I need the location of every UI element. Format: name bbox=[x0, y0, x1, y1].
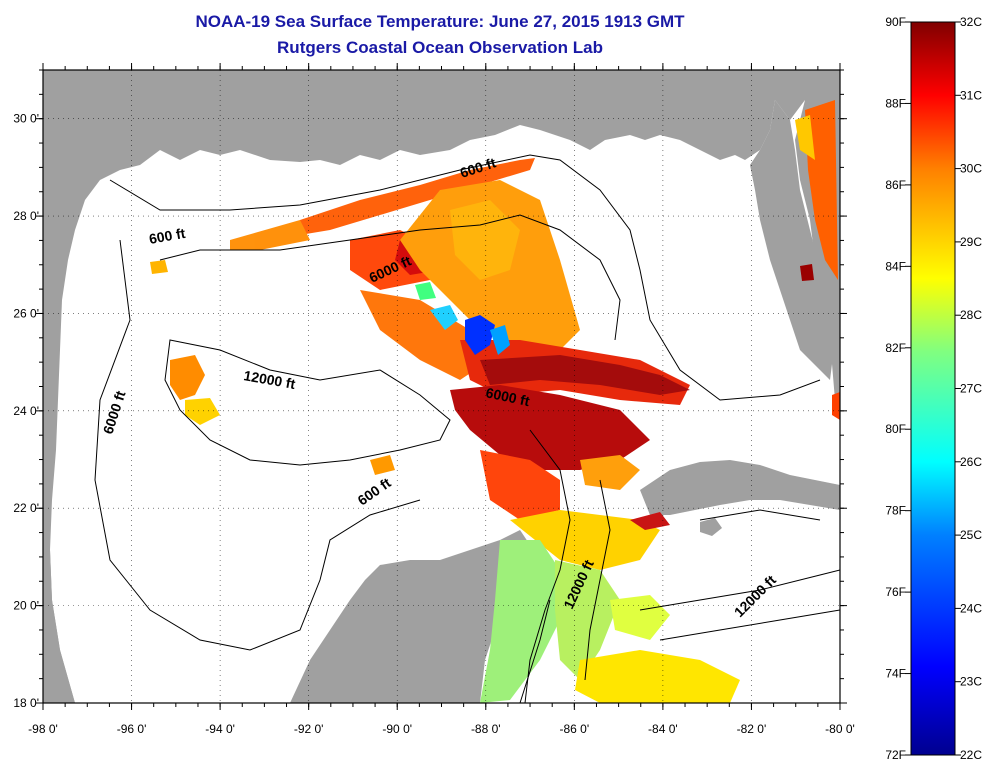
colorbar-label-f: 78F bbox=[885, 504, 906, 518]
lon-tick-label: -92 0' bbox=[294, 722, 324, 736]
land-isla-juventud bbox=[700, 518, 722, 536]
land-cuba bbox=[640, 460, 840, 515]
colorbar-label-f: 82F bbox=[885, 341, 906, 355]
colorbar-label-f: 76F bbox=[885, 585, 906, 599]
lon-tick-label: -80 0' bbox=[825, 722, 855, 736]
lon-tick-label: -94 0' bbox=[205, 722, 235, 736]
land-florida bbox=[750, 100, 835, 380]
lon-tick-label: -84 0' bbox=[648, 722, 678, 736]
colorbar-label-c: 24C bbox=[960, 601, 982, 615]
lon-tick-label: -82 0' bbox=[737, 722, 767, 736]
sst-west-patch bbox=[150, 260, 395, 475]
colorbar-label-c: 25C bbox=[960, 528, 982, 542]
colorbar-label-c: 31C bbox=[960, 88, 982, 102]
colorbar-label-c: 23C bbox=[960, 675, 982, 689]
map-grid bbox=[43, 70, 840, 703]
sst-cold-patches bbox=[415, 282, 510, 355]
lat-tick-label: 20 0' bbox=[13, 599, 39, 613]
sst-florida-strip bbox=[795, 100, 840, 420]
lat-tick-label: 28 0' bbox=[13, 209, 39, 223]
chart-title: NOAA-19 Sea Surface Temperature: June 27… bbox=[195, 12, 685, 31]
lat-tick-label: 18 0' bbox=[13, 696, 39, 710]
lat-tick-label: 22 0' bbox=[13, 501, 39, 515]
lat-tick-label: 30 0' bbox=[13, 112, 39, 126]
land-us-gulf-coast bbox=[43, 70, 840, 703]
lon-tick-label: -96 0' bbox=[117, 722, 147, 736]
colorbar-label-c: 22C bbox=[960, 748, 982, 762]
colorbar-label-f: 72F bbox=[885, 748, 906, 762]
colorbar bbox=[910, 21, 956, 756]
colorbar-label-f: 80F bbox=[885, 422, 906, 436]
contour-label: 600 ft bbox=[148, 225, 187, 247]
lat-tick-label: 24 0' bbox=[13, 404, 39, 418]
colorbar-label-f: 90F bbox=[885, 15, 906, 29]
bathymetry-contours bbox=[94, 154, 840, 703]
sst-swath-south bbox=[480, 510, 740, 703]
sst-cuba-north bbox=[630, 512, 670, 530]
colorbar-label-f: 88F bbox=[885, 96, 906, 110]
lon-tick-label: -86 0' bbox=[560, 722, 590, 736]
land-yucatan bbox=[290, 530, 530, 703]
colorbar-label-c: 30C bbox=[960, 162, 982, 176]
colorbar-label-c: 28C bbox=[960, 308, 982, 322]
lon-tick-label: -88 0' bbox=[471, 722, 501, 736]
colorbar-label-f: 84F bbox=[885, 259, 906, 273]
colorbar-label-f: 74F bbox=[885, 667, 906, 681]
colorbar-label-c: 32C bbox=[960, 15, 982, 29]
colorbar-label-f: 86F bbox=[885, 178, 906, 192]
colorbar-label-c: 29C bbox=[960, 235, 982, 249]
colorbar-label-c: 26C bbox=[960, 455, 982, 469]
lon-tick-label: -98 0' bbox=[28, 722, 58, 736]
sst-swath-north bbox=[230, 158, 690, 520]
land-mexico-west bbox=[43, 540, 75, 703]
lon-tick-label: -90 0' bbox=[382, 722, 412, 736]
colorbar-label-c: 27C bbox=[960, 382, 982, 396]
lat-tick-label: 26 0' bbox=[13, 306, 39, 320]
chart-subtitle: Rutgers Coastal Ocean Observation Lab bbox=[277, 38, 603, 57]
